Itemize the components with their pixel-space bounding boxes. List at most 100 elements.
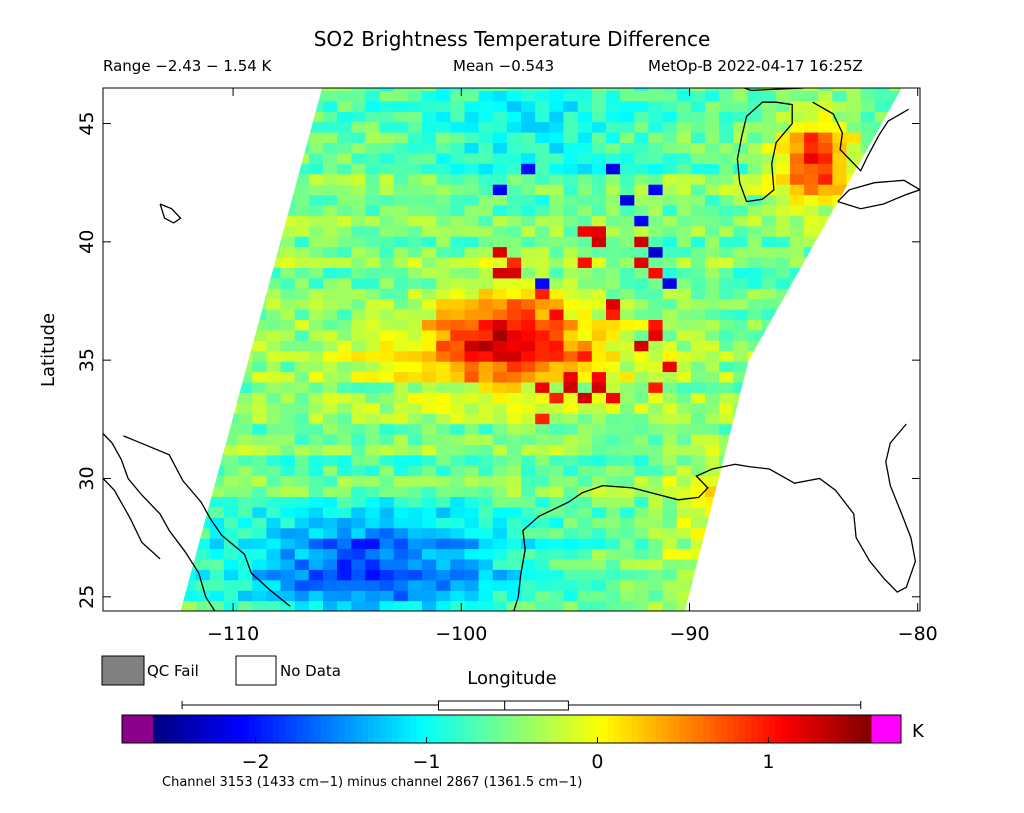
swath-pixel-2712 (393, 90, 409, 102)
swath-pixel-479 (705, 517, 720, 529)
swath-pixel-1785 (506, 267, 522, 279)
colorbar-segment (757, 715, 764, 743)
x-axis-label: Longitude (467, 668, 557, 689)
swath-pixel-801 (591, 454, 607, 466)
swath-pixel-2238 (690, 184, 706, 196)
swath-pixel-2613 (549, 111, 565, 123)
swath-pixel-2188 (761, 194, 777, 206)
swath-pixel-2007 (535, 225, 550, 237)
swath-pixel-1428 (903, 340, 918, 351)
colorbar-segment (553, 715, 561, 743)
swath-pixel-10 (294, 600, 310, 611)
swath-pixel-1560 (436, 309, 451, 320)
swath-pixel-1281 (379, 361, 395, 373)
swath-pixel-1637 (747, 298, 763, 310)
colorbar-segment (422, 715, 429, 743)
swath-pixel-1879 (280, 246, 296, 258)
swath-pixel-2084 (846, 215, 862, 227)
swath-pixel-2559 (563, 121, 579, 133)
swath-pixel-2233 (620, 184, 635, 196)
swath-pixel-1494 (280, 319, 296, 331)
swath-pixel-206 (733, 569, 748, 581)
swath-pixel-2280 (506, 173, 522, 185)
colorbar-segment (302, 715, 310, 743)
swath-pixel-2764 (351, 88, 366, 91)
swath-pixel-2300 (789, 173, 805, 185)
swath-pixel-1023 (620, 413, 635, 425)
swath-pixel-2336 (521, 163, 536, 175)
swath-pixel-1111 (308, 392, 324, 404)
swath-pixel-749 (634, 465, 649, 477)
swath-pixel-1522 (676, 319, 692, 331)
swath-pixel-1659 (280, 288, 296, 300)
colorbar-segment (667, 715, 675, 743)
swath-pixel-205 (719, 569, 734, 581)
swath-pixel-1669 (422, 288, 437, 300)
swath-pixel-512 (393, 506, 409, 518)
swath-pixel-279 (209, 548, 225, 560)
swath-pixel-2628 (761, 111, 777, 123)
colorbar-segment (218, 715, 226, 743)
swath-pixel-1902 (606, 246, 621, 258)
swath-pixel-2722 (535, 90, 550, 102)
swath-pixel-854 (563, 444, 579, 456)
swath-pixel-2032 (889, 225, 902, 237)
swath-pixel-1361 (733, 350, 748, 362)
colorbar-segment (751, 715, 758, 743)
swath-pixel-1166 (308, 381, 324, 393)
swath-pixel-2136 (804, 204, 819, 216)
swath-pixel-1290 (506, 361, 522, 373)
swath-pixel-564 (351, 496, 366, 508)
swath-pixel-2156 (308, 194, 324, 206)
swath-pixel-2116 (521, 204, 536, 216)
swath-pixel-2699 (209, 90, 225, 102)
swath-pixel-1492 (252, 319, 267, 331)
colorbar-segment (787, 715, 794, 743)
swath-pixel-1243 (620, 371, 635, 383)
swath-pixel-1676 (521, 288, 536, 300)
swath-pixel-1582 (747, 309, 763, 320)
x-tick-label: −100 (435, 623, 487, 645)
swath-pixel-104 (846, 590, 862, 602)
swath-pixel-695 (648, 475, 664, 487)
swath-pixel-425 (719, 527, 734, 539)
colorbar-segment (494, 715, 501, 743)
swath-pixel-62 (252, 590, 267, 602)
swath-pixel-1257 (818, 371, 833, 383)
swath-pixel-46 (804, 600, 819, 611)
swath-pixel-2715 (436, 90, 451, 102)
colorbar-segment (799, 715, 806, 743)
swath-pixel-608 (195, 486, 211, 497)
swath-pixel-1219 (280, 371, 296, 383)
swath-pixel-473 (620, 517, 635, 529)
swath-pixel-765 (860, 465, 876, 477)
colorbar-segment (859, 715, 866, 743)
swath-pixel-1379 (209, 340, 225, 352)
swath-pixel-856 (591, 444, 607, 456)
mean-text: Mean −0.543 (453, 57, 554, 75)
swath-pixel-2167 (464, 194, 480, 206)
swath-pixel-2117 (535, 204, 550, 216)
swath-pixel-1712 (252, 277, 267, 289)
swath-pixel-2596 (308, 111, 324, 123)
swath-pixel-649 (775, 486, 791, 497)
swath-pixel-831 (238, 444, 253, 456)
swath-pixel-281 (238, 548, 253, 560)
swath-pixel-1499 (351, 319, 366, 331)
swath-pixel-2733 (690, 90, 706, 102)
swath-pixel-2204 (209, 184, 225, 196)
swath-pixel-2015 (648, 225, 664, 237)
swath-pixel-2652 (323, 100, 338, 112)
swath-pixel-445 (224, 517, 239, 529)
swath-pixel-1534 (846, 319, 862, 331)
swath-pixel-1584 (775, 309, 791, 320)
swath-pixel-1890 (436, 246, 451, 258)
swath-pixel-1850 (648, 257, 664, 268)
colorbar-tick-label: 0 (591, 751, 603, 773)
swath-pixel-2660 (436, 100, 451, 112)
swath-pixel-1925 (153, 236, 168, 247)
swath-pixel-1098 (903, 403, 918, 414)
swath-pixel-2157 (323, 194, 338, 206)
swath-pixel-2194 (846, 194, 862, 206)
